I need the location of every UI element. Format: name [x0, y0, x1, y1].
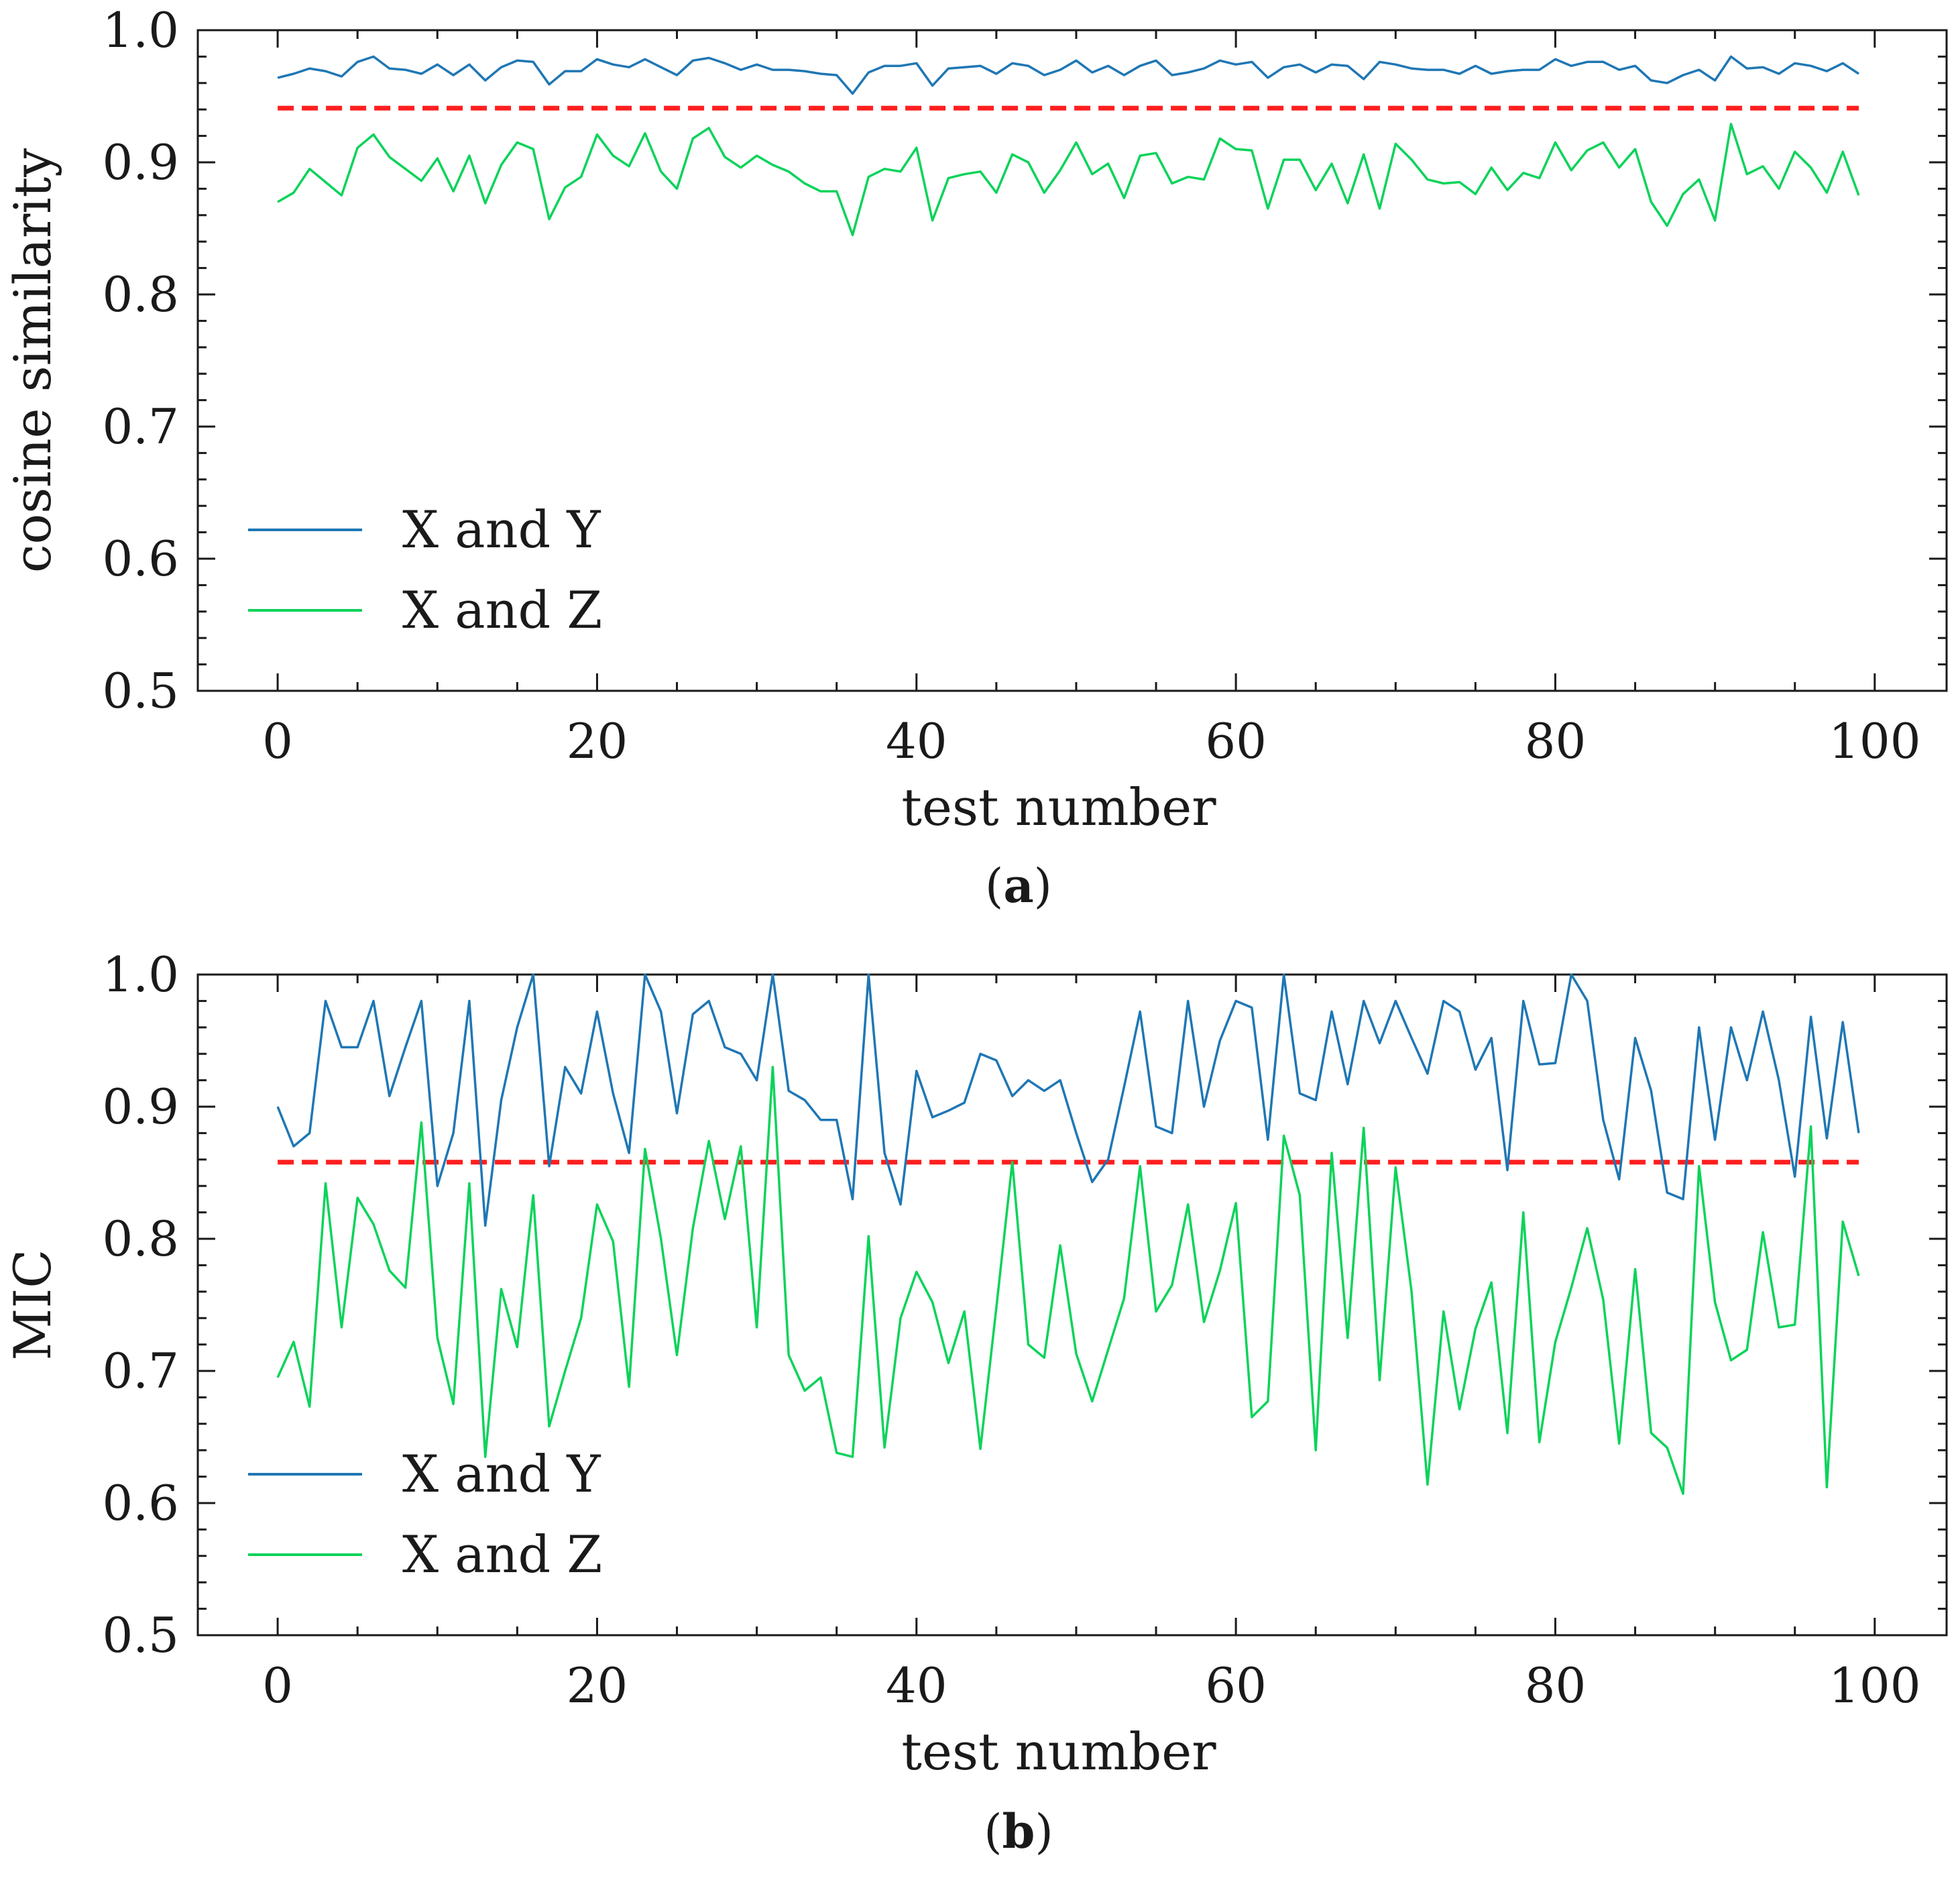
chart-b-ytick-label: 0.8 [102, 1211, 179, 1267]
chart-a-legend-label-xy: X and Y [402, 500, 601, 559]
chart-b-ytick-label: 0.6 [102, 1475, 179, 1531]
chart-a-ytick-label: 0.6 [102, 531, 179, 587]
chart-b-legend-label-xz: X and Z [402, 1525, 602, 1584]
chart-a-xtick-label: 20 [567, 713, 628, 769]
chart-a-axes-frame [196, 29, 1948, 692]
chart-b-series-xz-line [276, 1066, 1860, 1495]
chart-a-caption-close: ) [1034, 859, 1052, 914]
chart-a-ytick-label: 0.8 [102, 266, 179, 323]
chart-a-caption: (a) [985, 858, 1052, 914]
chart-b-series-xy-line [276, 973, 1860, 1227]
chart-a-caption-letter: a [1003, 858, 1033, 914]
chart-a-caption-open: ( [985, 859, 1003, 914]
chart-a-xtick-label: 40 [886, 713, 947, 769]
chart-b-legend-label-xy: X and Y [402, 1444, 601, 1504]
chart-a: 0 20 40 60 80 100 0.5 0.6 0.7 0.8 0.9 1.0 test numbe… [3, 2, 1948, 914]
chart-b-axes-frame [196, 973, 1948, 1637]
chart-b-xtick-label: 80 [1525, 1657, 1587, 1714]
chart-b-caption-open: ( [984, 1804, 1002, 1859]
chart-b-ylabel: MIC [3, 1250, 62, 1361]
chart-b: 0 20 40 60 80 100 0.5 0.6 0.7 0.8 0.9 1.0 test numbe… [3, 946, 1948, 1859]
chart-a-ytick-label: 0.9 [102, 134, 179, 190]
chart-b-ytick-label: 0.7 [102, 1343, 179, 1399]
chart-a-xtick-label: 60 [1205, 713, 1267, 769]
chart-a-ytick-label: 0.5 [102, 663, 179, 719]
chart-a-ylabel: cosine similarity [3, 148, 62, 573]
chart-b-caption: (b) [984, 1804, 1053, 1859]
chart-a-series-xy-line [277, 55, 1859, 95]
chart-b-ytick-label: 1.0 [102, 946, 179, 1003]
chart-a-legend-label-xz: X and Z [402, 580, 602, 640]
chart-b-xtick-label: 20 [567, 1657, 628, 1714]
chart-b-xtick-label: 60 [1205, 1657, 1267, 1714]
chart-b-xtick-label: 100 [1829, 1657, 1920, 1714]
chart-a-xtick-label: 100 [1829, 713, 1920, 769]
chart-b-ytick-label: 0.5 [102, 1607, 179, 1663]
chart-a-xtick-label: 80 [1525, 713, 1587, 769]
chart-a-xtick-label: 0 [262, 713, 293, 769]
chart-a-ytick-label: 1.0 [102, 2, 179, 58]
chart-a-series-xz-line [277, 123, 1860, 237]
chart-b-ytick-label: 0.9 [102, 1079, 179, 1135]
chart-b-xtick-label: 0 [262, 1657, 293, 1714]
chart-b-caption-close: ) [1035, 1804, 1053, 1859]
chart-b-xlabel: test number [901, 1722, 1216, 1781]
chart-b-caption-letter: b [1002, 1804, 1035, 1859]
chart-a-ytick-label: 0.7 [102, 398, 179, 455]
chart-a-xlabel: test number [901, 777, 1216, 837]
chart-b-xtick-label: 40 [886, 1657, 947, 1714]
